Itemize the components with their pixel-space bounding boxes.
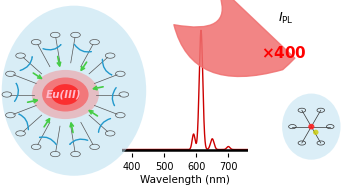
Ellipse shape — [32, 70, 99, 119]
FancyArrowPatch shape — [98, 119, 110, 132]
FancyArrowPatch shape — [19, 114, 28, 130]
X-axis label: Wavelength (nm): Wavelength (nm) — [140, 175, 230, 185]
FancyArrowPatch shape — [43, 45, 61, 50]
FancyArrowPatch shape — [74, 44, 91, 52]
FancyArrowPatch shape — [40, 137, 56, 145]
FancyArrowPatch shape — [174, 0, 295, 77]
Ellipse shape — [308, 124, 314, 129]
Ellipse shape — [2, 6, 146, 176]
FancyArrowPatch shape — [103, 59, 111, 75]
FancyArrowPatch shape — [112, 88, 116, 105]
Text: Eu(III): Eu(III) — [46, 90, 82, 99]
FancyArrowPatch shape — [20, 57, 32, 70]
FancyArrowPatch shape — [14, 84, 18, 101]
Ellipse shape — [282, 94, 341, 160]
Ellipse shape — [51, 84, 79, 105]
Text: $\mathit{I}_\mathrm{PL}$: $\mathit{I}_\mathrm{PL}$ — [278, 11, 293, 26]
Text: $\mathbf{\times}$400: $\mathbf{\times}$400 — [261, 45, 307, 61]
Ellipse shape — [313, 130, 319, 135]
FancyArrowPatch shape — [70, 139, 88, 144]
Ellipse shape — [42, 77, 89, 112]
